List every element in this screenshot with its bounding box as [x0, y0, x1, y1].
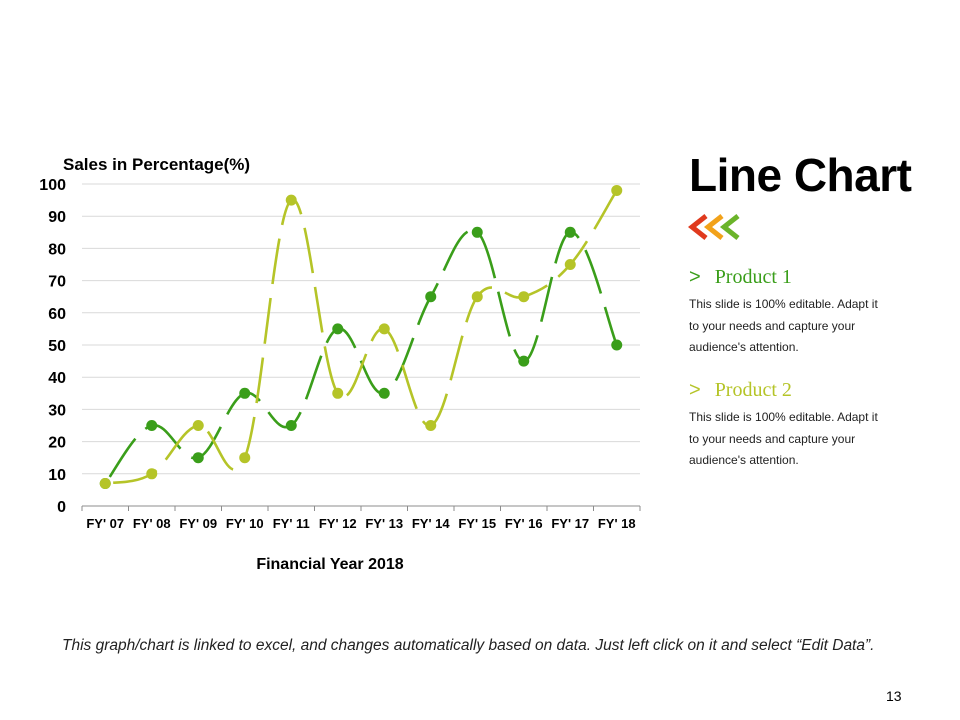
y-tick-label: 40 [48, 370, 66, 387]
data-point[interactable]: Product 2 FY' 12: 35 [332, 387, 344, 399]
product-2-block: > Product 2 This slide is 100% editable. … [689, 379, 889, 472]
data-point[interactable]: Product 2 FY' 16: 65 [518, 291, 530, 303]
data-point[interactable]: Product 1 FY' 09: 15 [192, 452, 204, 464]
product-1-block: > Product 1 This slide is 100% editable. … [689, 266, 889, 359]
footer-note: This graph/chart is linked to excel, and… [62, 637, 875, 654]
product-2-description: This slide is 100% editable. Adapt it to… [689, 410, 878, 467]
x-tick-label: FY' 10 [226, 516, 264, 531]
series-line [104, 229, 618, 485]
x-tick-label: FY' 13 [365, 516, 403, 531]
x-tick-label: FY' 11 [273, 516, 310, 531]
x-tick-label: FY' 15 [458, 516, 496, 531]
y-tick-label: 70 [48, 274, 66, 291]
series-2[interactable]: Product 2 FY' 07: 7Product 2 FY' 08: 10P… [99, 184, 623, 489]
arrow-icon: > [689, 266, 701, 288]
y-tick-label: 20 [48, 435, 66, 452]
data-point[interactable]: Product 1 FY' 17: 85 [564, 226, 576, 238]
x-tick-label: FY' 12 [319, 516, 357, 531]
axes: 0 10 20 30 40 50 60 70 80 90 100 FY' 07 FY' 08 FY' 09… [39, 177, 641, 531]
x-tick-label: FY' 17 [551, 516, 589, 531]
y-tick-label: 90 [48, 209, 66, 226]
data-point[interactable]: Product 2 FY' 08: 10 [146, 468, 158, 480]
data-point[interactable]: Product 2 FY' 15: 65 [471, 291, 483, 303]
y-tick-label: 30 [48, 402, 66, 419]
data-point[interactable]: Product 1 FY' 18: 50 [611, 339, 623, 351]
x-tick-label: FY' 16 [505, 516, 543, 531]
x-tick-label: FY' 18 [598, 516, 636, 531]
arrow-icon: > [689, 379, 701, 401]
data-point[interactable]: Product 2 FY' 09: 25 [192, 420, 204, 431]
chevrons-icon [688, 214, 740, 240]
product-1-heading: > Product 1 [689, 266, 889, 288]
data-point[interactable]: Product 1 FY' 14: 65 [425, 291, 437, 303]
x-tick-label: FY' 07 [86, 516, 124, 531]
data-point[interactable]: Product 1 FY' 10: 35 [239, 387, 251, 399]
x-tick-label: FY' 14 [412, 516, 451, 531]
y-tick-label: 100 [39, 177, 66, 194]
data-point[interactable]: Product 1 FY' 11: 25 [285, 420, 297, 431]
product-1-name: Product 1 [714, 266, 792, 288]
slide-title: Line Chart [689, 149, 912, 201]
y-tick-label: 60 [48, 306, 66, 323]
data-point[interactable]: Product 2 FY' 14: 25 [425, 420, 437, 431]
data-point[interactable]: Product 1 FY' 08: 25 [146, 420, 158, 431]
chart-title: Sales in Percentage(%) [63, 155, 250, 174]
data-point[interactable]: Product 2 FY' 11: 95 [285, 194, 297, 206]
series-layer[interactable]: Product 1 FY' 07: 7Product 1 FY' 08: 25P… [99, 184, 623, 489]
data-point[interactable]: Product 2 FY' 18: 98 [611, 184, 623, 196]
x-axis-title: Financial Year 2018 [256, 556, 403, 573]
data-point[interactable]: Product 1 FY' 12: 55 [332, 323, 344, 335]
y-tick-label: 50 [48, 338, 66, 355]
chevron-shape [719, 214, 740, 240]
y-tick-label: 80 [48, 241, 66, 258]
data-point[interactable]: Product 2 FY' 13: 55 [378, 323, 390, 335]
chevron-shape [688, 214, 708, 240]
data-point[interactable]: Product 1 FY' 15: 85 [471, 226, 483, 238]
product-2-heading: > Product 2 [689, 379, 889, 401]
data-point[interactable]: Product 2 FY' 07: 7 [99, 477, 111, 489]
chevron-shape [703, 214, 724, 240]
data-point[interactable]: Product 2 FY' 17: 75 [564, 259, 576, 270]
product-2-name: Product 2 [714, 379, 792, 401]
series-line [104, 189, 618, 485]
series-1[interactable]: Product 1 FY' 07: 7Product 1 FY' 08: 25P… [99, 226, 623, 489]
data-point[interactable]: Product 2 FY' 10: 15 [239, 452, 251, 464]
y-tick-label: 10 [48, 467, 66, 484]
page-number: 13 [886, 688, 902, 704]
x-tick-label: FY' 09 [179, 516, 217, 531]
y-tick-label: 0 [57, 499, 66, 516]
x-tick-label: FY' 08 [133, 516, 171, 531]
data-point[interactable]: Product 1 FY' 13: 35 [378, 387, 390, 399]
product-1-description: This slide is 100% editable. Adapt it to… [689, 297, 878, 354]
data-point[interactable]: Product 1 FY' 16: 45 [518, 355, 530, 367]
